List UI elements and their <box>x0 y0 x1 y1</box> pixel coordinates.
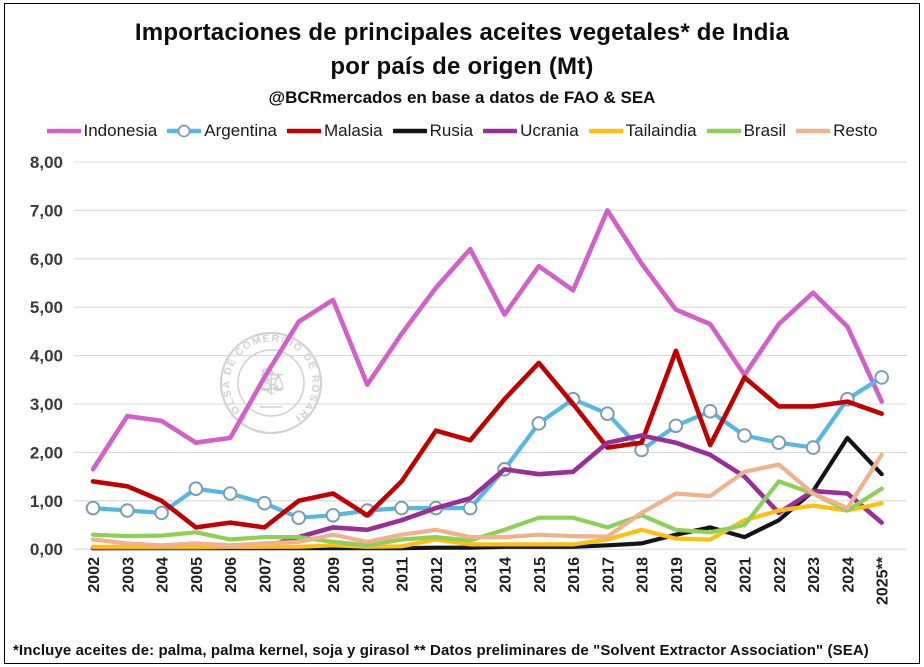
gridlines <box>74 161 907 550</box>
marker-argentina <box>702 404 718 419</box>
y-tick-label: 6,00 <box>30 250 63 269</box>
legend-item-argentina: Argentina <box>167 121 277 141</box>
x-tick-label: 2002 <box>86 557 103 593</box>
legend-item-rusia: Rusia <box>392 121 474 141</box>
x-tick-label: 2008 <box>292 557 309 593</box>
series-line-resto <box>90 452 884 548</box>
series-line-indonesia <box>90 208 885 472</box>
legend-swatch-indonesia <box>46 128 81 134</box>
marker-argentina <box>85 500 101 516</box>
marker-argentina <box>257 495 272 511</box>
marker-argentina <box>737 428 752 443</box>
x-tick-label: 2011 <box>395 557 412 592</box>
x-tick-label: 2015 <box>532 557 549 593</box>
x-tick-label: 2016 <box>566 557 583 593</box>
series-line-malasia <box>90 348 885 530</box>
marker-argentina <box>874 370 890 385</box>
y-tick-label: 1,00 <box>30 492 63 511</box>
x-tick-label: 2009 <box>326 557 343 593</box>
legend-label: Resto <box>833 121 878 140</box>
legend-label: Malasia <box>324 121 383 140</box>
x-tick-label: 2014 <box>497 557 514 593</box>
x-tick-label: 2025** <box>875 556 892 605</box>
x-tick-label: 2018 <box>635 557 652 593</box>
x-tick-label: 2005 <box>189 557 206 593</box>
y-tick-label: 5,00 <box>30 298 63 317</box>
marker-argentina <box>600 406 615 422</box>
chart-title-line1: Importaciones de principales aceites veg… <box>134 19 790 46</box>
legend-item-resto: Resto <box>796 121 878 141</box>
chart-title-line2: por país de origen (Mt) <box>330 52 594 80</box>
x-tick-label: 2023 <box>806 557 823 593</box>
x-tick-label: 2010 <box>360 557 377 593</box>
marker-argentina <box>154 505 169 521</box>
x-tick-label: 2019 <box>669 557 686 593</box>
legend-label: Rusia <box>429 121 474 140</box>
x-tick-label: 2024 <box>840 557 857 593</box>
series-line-rusia <box>90 435 884 551</box>
y-tick-label: 7,00 <box>30 201 63 220</box>
legend-item-indonesia: Indonesia <box>46 121 158 141</box>
marker-argentina <box>531 416 547 431</box>
y-tick-label: 2,00 <box>30 443 63 462</box>
marker-argentina <box>771 435 787 451</box>
x-tick-label: 2021 <box>738 557 755 593</box>
marker-argentina <box>291 510 307 526</box>
y-tick-label: 4,00 <box>30 347 63 366</box>
legend-label: Tailaindia <box>625 121 697 140</box>
x-tick-label: 2013 <box>463 557 480 593</box>
legend-swatch-brasil <box>706 128 741 134</box>
marker-argentina <box>394 500 409 516</box>
legend-item-malasia: Malasia <box>287 121 383 141</box>
marker-argentina <box>120 503 135 518</box>
series-lines <box>85 208 890 551</box>
x-tick-label: 2012 <box>429 557 446 593</box>
legend-swatch-malasia <box>287 128 322 134</box>
y-tick-label: 8,00 <box>30 153 63 172</box>
x-tick-label: 2022 <box>772 557 789 593</box>
caduceus-icon: ⚕ <box>259 355 283 406</box>
legend-item-brasil: Brasil <box>706 121 787 141</box>
legend-marker <box>177 124 191 138</box>
marker-argentina <box>668 418 684 434</box>
marker-argentina <box>325 508 341 523</box>
legend-swatch-tailaindia <box>588 128 623 134</box>
x-tick-label: 2006 <box>223 557 240 593</box>
y-tick-label: 3,00 <box>30 395 63 414</box>
legend-swatch-argentina <box>167 124 202 138</box>
marker-argentina <box>805 440 821 455</box>
legend-label: Ucrania <box>520 121 579 140</box>
x-tick-label: 2007 <box>257 557 274 593</box>
x-tick-label: 2020 <box>703 557 720 593</box>
x-tick-label: 2004 <box>155 557 172 593</box>
legend-item-ucrania: Ucrania <box>483 121 579 141</box>
marker-argentina <box>462 500 478 516</box>
legend-swatch-rusia <box>392 128 427 134</box>
chart-legend: Indonesia Argentina Malasia Rusia Ucrania Tai… <box>0 121 924 141</box>
legend-label: Indonesia <box>83 121 158 140</box>
chart-subtitle: @BCRmercados en base a datos de FAO & SE… <box>268 88 656 107</box>
watermark-seal: BOLSA DE COMERCIO DE ROSARIO ⚕ ⚖ <box>219 331 323 435</box>
axis-labels: 8,00 7,00 6,00 5,00 4,00 3,00 2,00 1,00 0,00 2002… <box>30 153 892 605</box>
legend-swatch-resto <box>796 128 831 134</box>
y-tick-label: 0,00 <box>30 540 63 559</box>
x-tick-label: 2017 <box>600 557 617 593</box>
marker-argentina <box>222 486 238 501</box>
x-tick-label: 2003 <box>120 557 137 593</box>
legend-label: Argentina <box>204 121 278 140</box>
legend-item-tailaindia: Tailaindia <box>588 121 697 141</box>
marker-argentina <box>188 481 204 497</box>
legend-label: Brasil <box>743 121 787 140</box>
chart-title: Importaciones de principales aceites veg… <box>0 16 924 83</box>
chart-footnote: *Incluye aceites de: palma, palma kernel… <box>13 642 869 659</box>
legend-swatch-ucrania <box>483 128 518 134</box>
